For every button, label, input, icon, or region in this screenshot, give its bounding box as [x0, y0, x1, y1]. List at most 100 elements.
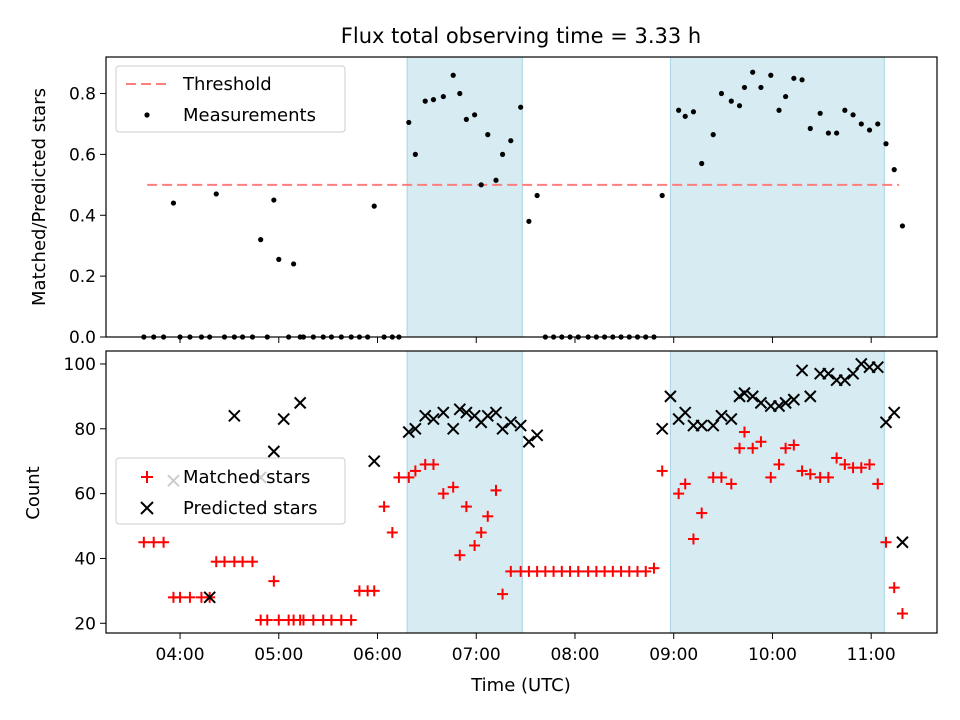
predicted-star-point: [888, 406, 901, 419]
measurement-point: [534, 192, 540, 199]
predicted-star-point: [522, 435, 536, 448]
predicted-star-point: [453, 403, 466, 416]
measurement-point: [371, 203, 377, 209]
predicted-star-point: [772, 399, 786, 413]
measurement-point: [499, 151, 506, 157]
matched-star-point: [174, 591, 186, 603]
predicted-marker-b: [489, 406, 503, 419]
top-legend: Threshold Measurements: [115, 65, 346, 133]
predicted-star-point: [267, 445, 281, 458]
measurement-point: [508, 138, 514, 144]
matched-star-point: [345, 614, 357, 626]
predicted-marker-b: [706, 419, 720, 432]
matched-star-point: [804, 468, 816, 480]
predicted-star-point: [277, 412, 290, 426]
predicted-star-point: [460, 406, 473, 419]
x-tick-label: 06:00: [353, 645, 402, 665]
predicted-star-point: [679, 406, 692, 419]
predicted-star-point: [738, 386, 751, 400]
top-measurements: [141, 69, 906, 340]
x-tick-label: 09:00: [649, 645, 698, 665]
x-tick-label: 04:00: [156, 645, 205, 665]
measurement-point: [463, 116, 469, 122]
measurement-point: [170, 200, 177, 206]
predicted-marker-b: [725, 412, 738, 426]
predicted-marker-b: [888, 406, 901, 419]
predicted-marker-b: [447, 422, 460, 436]
predicted-star-point: [695, 419, 708, 432]
predicted-star-point: [437, 406, 450, 419]
matched-star-point: [427, 458, 439, 470]
matched-star-point: [880, 536, 892, 548]
predicted-marker-b: [437, 406, 450, 419]
matched-star-point: [687, 533, 699, 545]
predicted-marker-b: [277, 412, 290, 426]
measurement-point: [440, 93, 446, 100]
matched-star-point: [482, 510, 494, 522]
measurement-point: [412, 151, 418, 157]
matched-star-point: [872, 478, 884, 490]
matched-star-point: [673, 488, 685, 500]
measurement-point: [791, 75, 797, 81]
x-tick-label: 11:00: [847, 645, 896, 665]
shaded-interval-1: [670, 57, 885, 337]
measurement-point: [450, 72, 456, 78]
matched-star-point: [780, 442, 792, 454]
matched-star-point: [679, 478, 691, 490]
predicted-star-point: [402, 425, 415, 439]
predicted-marker-b: [871, 360, 884, 374]
y-tick-label: 0.0: [69, 328, 96, 348]
matched-star-point: [497, 588, 509, 600]
predicted-marker-b: [419, 409, 432, 423]
measurement-point: [817, 110, 823, 116]
bottom-axes-frame: [105, 350, 938, 634]
predicted-star-point: [746, 390, 759, 403]
predicted-marker-b: [664, 390, 677, 403]
matched-star-point: [773, 458, 785, 470]
top-x-ticks: [179, 337, 872, 343]
predicted-star-point: [427, 412, 440, 426]
predicted-star-point: [706, 419, 720, 432]
matched-star-point: [896, 608, 908, 620]
predicted-star-point: [228, 409, 241, 423]
measurement-point: [776, 107, 782, 113]
matched-star-point: [409, 465, 421, 477]
matched-star-point: [261, 614, 273, 626]
measurement-point: [271, 197, 277, 203]
top-axes-frame: [105, 56, 938, 338]
matched-star-point: [725, 478, 737, 490]
matched-star-point: [138, 536, 150, 548]
predicted-star-point: [787, 393, 801, 406]
measurement-point: [478, 182, 484, 188]
matched-star-point: [747, 442, 759, 454]
y-tick-label: 40: [74, 549, 96, 569]
predicted-marker-b: [522, 435, 536, 448]
matched-star-point: [437, 488, 449, 500]
measurement-point: [430, 97, 437, 103]
bottom-panel: 20 40 60 80 100 04:00 05:00 06:00 07:00 08:00 09:…: [23, 350, 938, 696]
predicted-star-point: [514, 419, 527, 432]
matched-star-point: [297, 614, 309, 626]
top-y-axis-label: Matched/Predicted stars: [29, 88, 50, 306]
predicted-marker-b: [409, 422, 422, 436]
matched-star-point: [307, 614, 319, 626]
measurement-point: [213, 191, 219, 197]
matched-star-point: [696, 507, 708, 519]
legend-measurements-swatch: [144, 112, 150, 118]
bottom-shaded-intervals: [406, 351, 885, 633]
top-shaded-intervals: [406, 57, 885, 337]
matched-star-point: [831, 452, 843, 464]
predicted-marker-b: [453, 403, 466, 416]
x-tick-label: 10:00: [748, 645, 797, 665]
predicted-star-point: [664, 390, 677, 403]
predicted-star-point: [896, 536, 909, 549]
matched-star-point: [864, 458, 876, 470]
predicted-marker-b: [715, 409, 728, 423]
matched-star-point: [656, 465, 668, 477]
predicted-star-point: [504, 416, 518, 429]
y-tick-label: 100: [64, 355, 96, 375]
matched-star-point: [475, 527, 487, 539]
predicted-star-point: [447, 422, 460, 436]
measurement-point: [472, 112, 478, 118]
predicted-star-point: [530, 429, 544, 442]
